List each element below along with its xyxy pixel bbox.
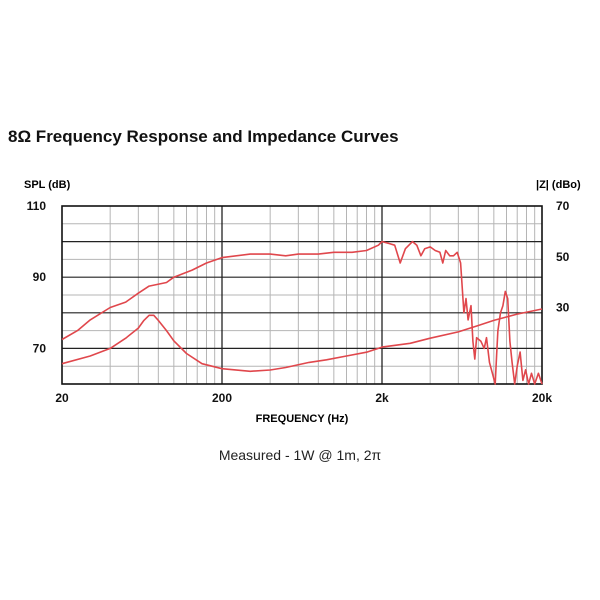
major-grid (62, 206, 542, 384)
frequency-response-chart: SPL (dB) |Z| (dBo) FREQUENCY (Hz) 20 200 2… (24, 179, 581, 425)
x-tick-label: 200 (212, 391, 232, 405)
y-left-tick-label: 70 (33, 341, 47, 355)
page-title: 8Ω Frequency Response and Impedance Curv… (8, 127, 399, 146)
measurement-caption: Measured - 1W @ 1m, 2π (218, 447, 382, 463)
y-axis-right-label: |Z| (dBo) (536, 179, 581, 191)
impedance-curve (61, 308, 543, 373)
y-right-tick-label: 70 (556, 199, 570, 213)
minor-grid (62, 206, 542, 384)
x-tick-label: 20 (55, 391, 69, 405)
y-right-tick-label: 50 (556, 250, 570, 264)
x-tick-label: 20k (532, 391, 552, 405)
y-axis-left-label: SPL (dB) (24, 179, 71, 191)
spl-curve (61, 240, 543, 385)
axis-labels: SPL (dB) |Z| (dBo) FREQUENCY (Hz) 20 200 2… (24, 179, 581, 425)
plot-frame (61, 205, 543, 385)
y-left-tick-label: 110 (27, 199, 47, 213)
x-axis-label: FREQUENCY (Hz) (256, 413, 349, 425)
y-left-tick-label: 90 (33, 270, 47, 284)
x-tick-label: 2k (375, 391, 389, 405)
y-right-tick-label: 30 (556, 301, 570, 315)
series-layer (61, 240, 543, 385)
